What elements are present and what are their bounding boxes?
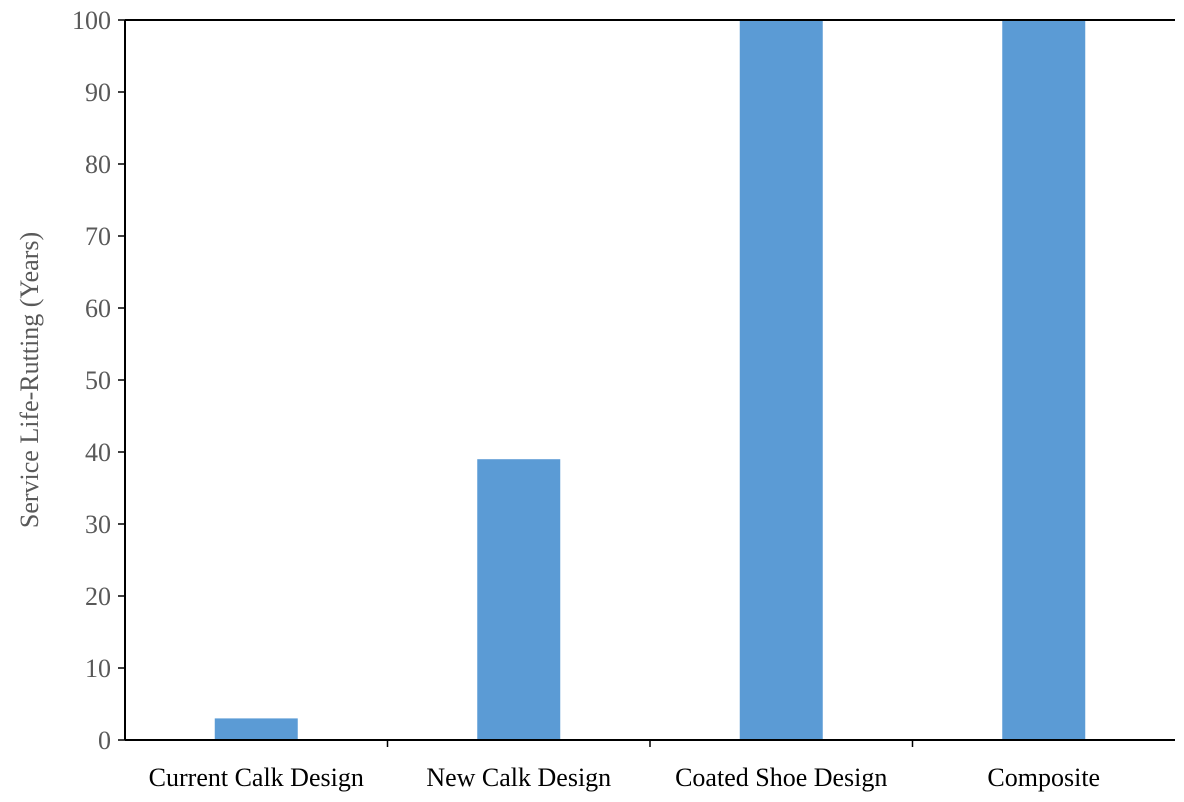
y-tick-label: 20 [85,582,111,611]
x-category-label: Composite [987,763,1100,792]
y-tick-label: 90 [85,78,111,107]
y-tick-label: 70 [85,222,111,251]
y-tick-label: 80 [85,150,111,179]
bar-0 [214,718,298,740]
bars-layer [214,20,1086,740]
y-tick-labels: 0 10 20 30 40 50 60 70 80 90 100 [72,6,111,755]
bar-3 [1002,20,1086,740]
y-tick-label: 100 [72,6,111,35]
y-tick-label: 50 [85,366,111,395]
y-tick-label: 0 [98,726,111,755]
y-tick-label: 60 [85,294,111,323]
x-category-label: Coated Shoe Design [675,763,887,792]
axes-layer [118,19,1175,747]
x-category-labels: Current Calk Design New Calk Design Coated… [149,763,1100,792]
bar-2 [739,20,823,740]
y-tick-label: 30 [85,510,111,539]
y-axis-label: Service Life-Rutting (Years) [15,232,44,528]
y-tick-label: 10 [85,654,111,683]
y-tick-label: 40 [85,438,111,467]
x-category-label: Current Calk Design [149,763,364,792]
x-category-label: New Calk Design [426,763,611,792]
bar-1 [477,459,561,740]
